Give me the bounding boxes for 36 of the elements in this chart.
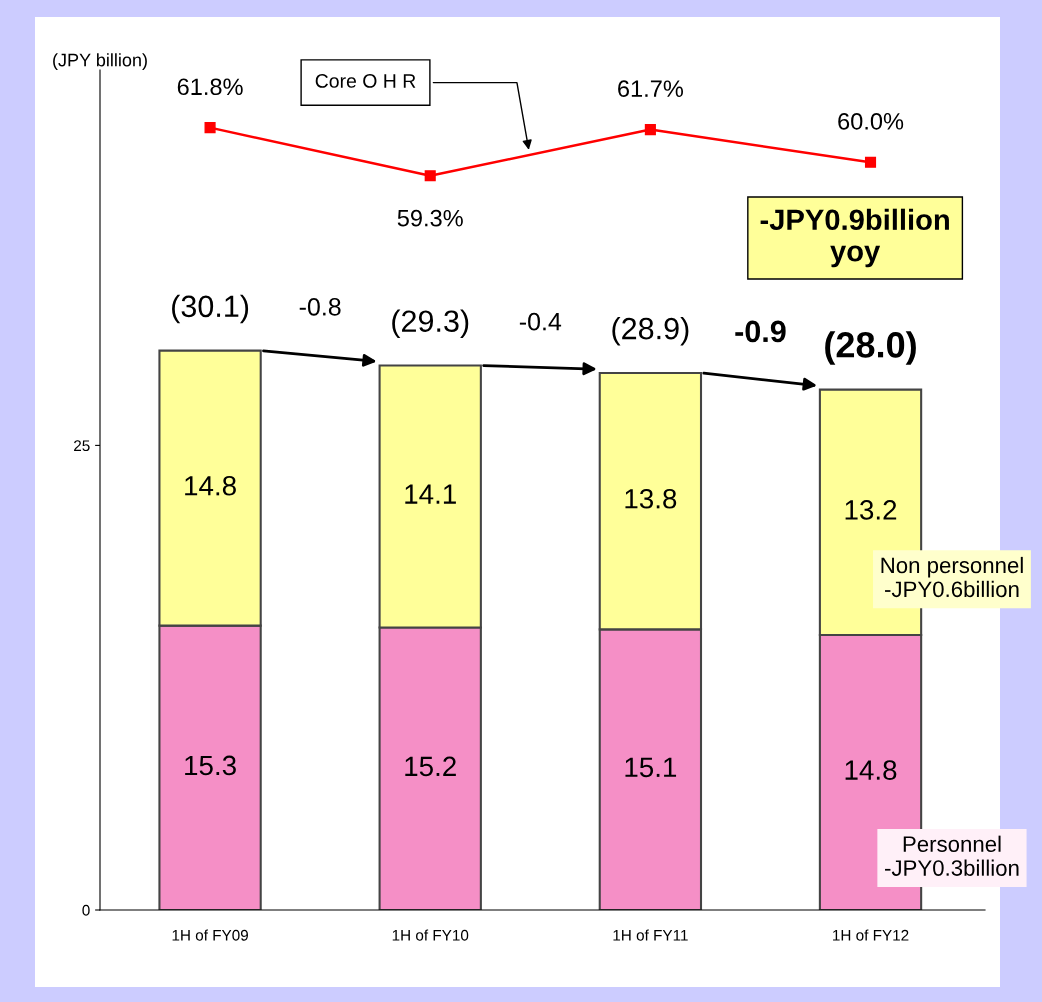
y-axis-title: (JPY billion) xyxy=(53,53,147,70)
data-label: 14.8 xyxy=(185,475,236,496)
data-label: 59.3% xyxy=(397,209,463,227)
total-label: (28.0) xyxy=(825,331,916,365)
x-tick-label: 1H of FY10 xyxy=(392,929,469,941)
total-label: (29.3) xyxy=(392,309,469,339)
annotation: -0.9 xyxy=(735,320,786,343)
y-tick-label: 0 xyxy=(82,904,90,916)
data-label: 61.7% xyxy=(618,80,684,98)
x-tick-label: 1H of FY09 xyxy=(172,929,248,941)
annotation: -JPY0.6billion xyxy=(885,580,1019,598)
point xyxy=(204,122,216,134)
x-tick-label: 1H of FY12 xyxy=(833,929,909,941)
point xyxy=(644,124,656,136)
data-label: 60.0% xyxy=(838,113,904,130)
text: Core O H R xyxy=(315,74,416,88)
total-label: (30.1) xyxy=(172,294,249,324)
annotation: -0.8 xyxy=(299,297,341,316)
series-label: Personnel xyxy=(903,835,1001,852)
annotation: -JPY0.3billion xyxy=(885,859,1019,876)
data-label: 14.1 xyxy=(405,484,456,504)
series-label: Non personnel xyxy=(881,556,1023,578)
y-tick-label: 25 xyxy=(74,440,90,452)
point xyxy=(424,170,436,182)
data-label: 15.2 xyxy=(405,756,456,777)
data-label: 15.3 xyxy=(185,755,236,776)
x-tick-label: 1H of FY11 xyxy=(613,929,688,941)
data-label: 14.8 xyxy=(845,760,897,780)
data-label: 15.1 xyxy=(625,757,677,778)
annotation: -JPY0.9billion yoy xyxy=(760,208,949,268)
annotation: -0.4 xyxy=(519,312,562,331)
point xyxy=(864,156,877,168)
data-label: 61.8% xyxy=(177,78,243,96)
data-label: 13.2 xyxy=(845,500,897,520)
data-label: 13.8 xyxy=(625,488,677,509)
total-label: (28.9) xyxy=(612,317,689,346)
